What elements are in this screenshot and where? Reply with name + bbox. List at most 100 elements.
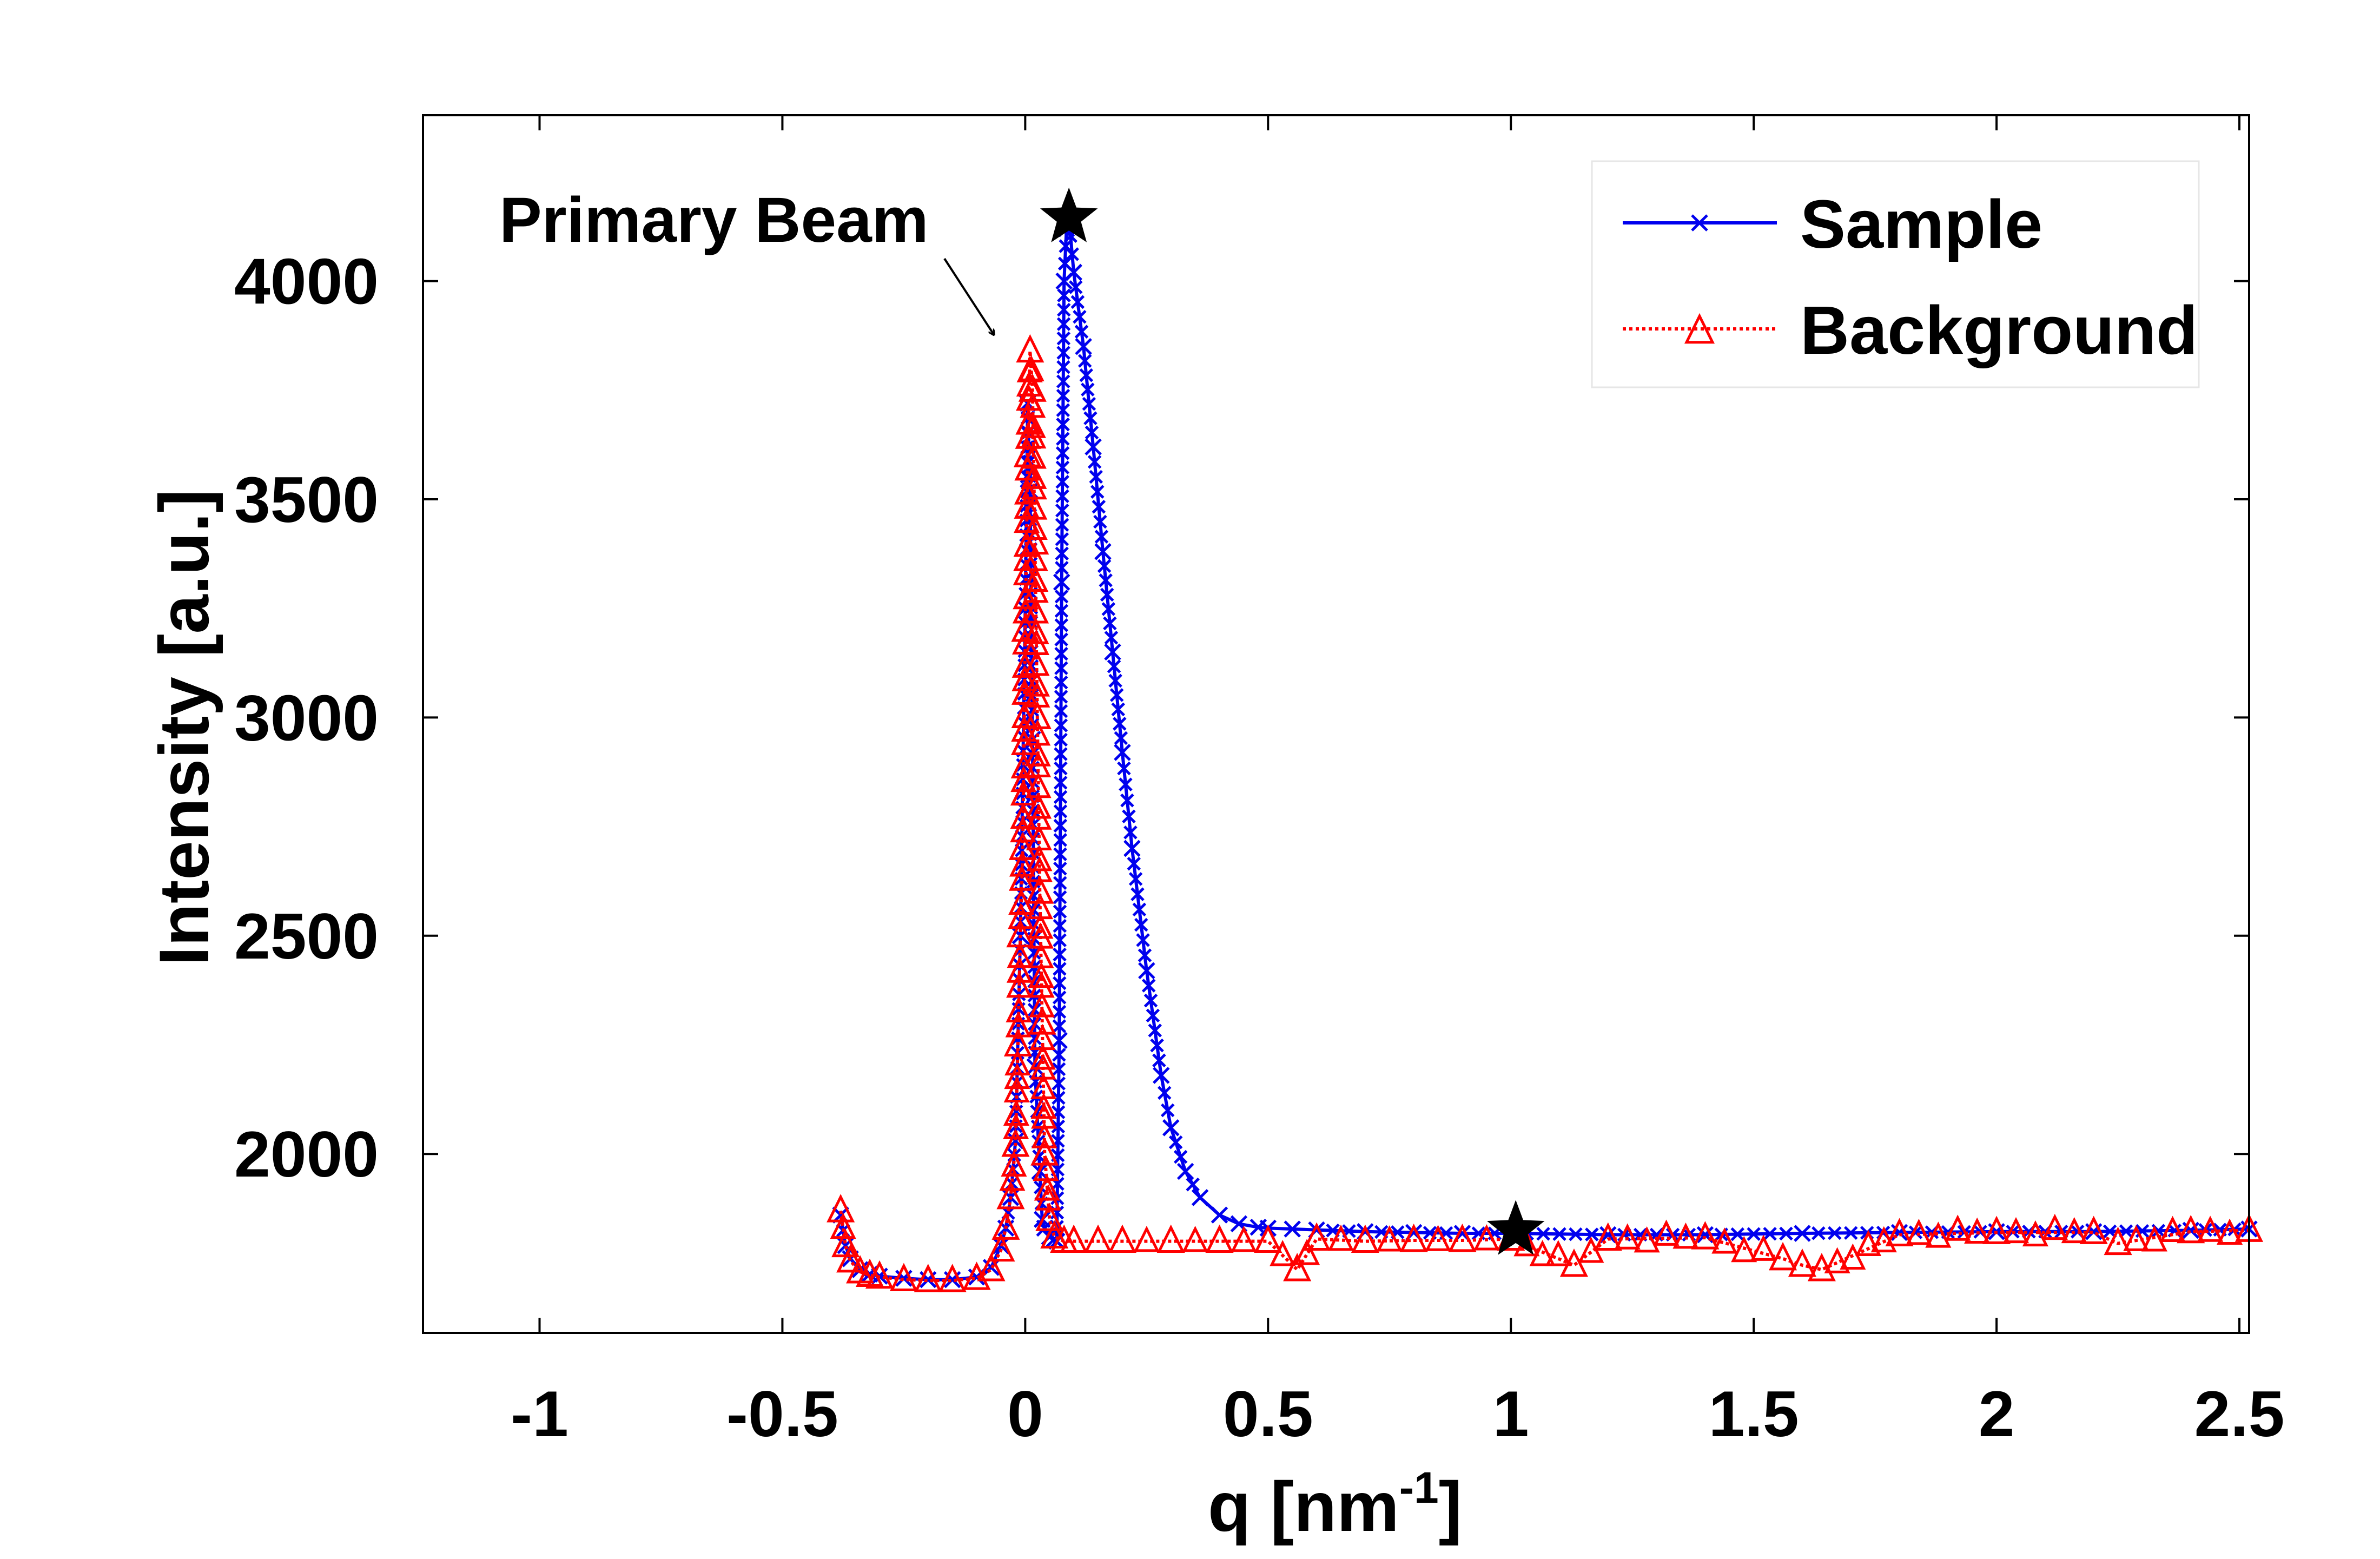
x-tick-label: -0.5: [726, 1378, 838, 1450]
marker-sample-point-b: [1730, 1227, 1745, 1241]
marker-sample-point-b: [1055, 546, 1069, 561]
marker-background-point: [1731, 1236, 1757, 1263]
marker-sample-point-b: [1152, 1053, 1166, 1068]
marker-background-point: [1711, 1227, 1738, 1254]
marker-sample-point-b: [1122, 809, 1136, 824]
marker-sample-point-b: [1130, 887, 1145, 901]
marker-sample-point-b: [1157, 1086, 1172, 1100]
marker-background-point: [1023, 701, 1052, 729]
marker-background-point: [1769, 1241, 1797, 1271]
marker-sample-point-b: [1077, 354, 1092, 368]
marker-sample-point-b: [1054, 632, 1068, 646]
marker-background-point: [1026, 875, 1054, 904]
marker-sample-point-b: [1056, 317, 1071, 331]
marker-background-point: [1021, 513, 1048, 540]
marker-sample-point-b: [1053, 790, 1068, 804]
marker-sample-point-b: [1014, 843, 1029, 857]
marker-sample-point-b: [1055, 503, 1069, 518]
marker-background-point: [1024, 740, 1051, 767]
marker-sample-point-b: [1082, 397, 1096, 411]
marker-sample-point-b: [1138, 962, 1155, 980]
marker-background-point: [1529, 1240, 1556, 1266]
marker-background-point: [2041, 1213, 2068, 1240]
marker-sample-point-b: [1374, 1225, 1389, 1239]
marker-sample-point-b: [1068, 280, 1083, 294]
marker-sample-point-b: [1054, 661, 1068, 675]
marker-background-point: [1003, 1076, 1030, 1103]
marker-background-point: [1001, 1128, 1030, 1157]
marker-sample-point-b: [1053, 861, 1067, 876]
marker-sample-point-b: [1052, 990, 1067, 1005]
marker-background-point: [987, 1233, 1015, 1262]
marker-background-point: [1006, 956, 1033, 983]
marker-sample-point-b: [1211, 1206, 1228, 1224]
marker-background-point: [999, 1164, 1026, 1191]
marker-background-point: [1027, 913, 1054, 939]
series-markers-background: [827, 334, 2264, 1292]
marker-sample-point-b: [1054, 718, 1068, 732]
marker-sample-point-b: [1051, 1119, 1066, 1134]
marker-sample-point-b: [1056, 302, 1071, 317]
marker-sample-point-b: [1055, 489, 1069, 503]
marker-sample-point-b: [1056, 432, 1070, 446]
marker-sample-point-b: [1552, 1227, 1566, 1241]
axes-frame: [422, 114, 2250, 1334]
marker-sample-point-b: [1054, 732, 1068, 747]
tick-labels: -1 -0.5 0 0.5 1 1.5 2 2.5 2000 2500 3000 3500 4000: [234, 246, 2284, 1450]
marker-sample-point-b: [1053, 833, 1067, 847]
marker-sample-point-b: [1176, 1162, 1194, 1180]
marker-background-point: [1006, 972, 1033, 998]
marker-background-point: [1028, 1006, 1056, 1035]
marker-sample-point-b: [1120, 793, 1134, 808]
marker-sample-point-b: [1284, 1220, 1301, 1238]
marker-background-point: [1026, 792, 1052, 819]
marker-background-point: [1023, 618, 1049, 644]
legend-label-background: Background: [1800, 292, 2198, 368]
marker-background-point: [1824, 1247, 1850, 1273]
legend-marker-triangle: [1684, 313, 1715, 344]
marker-background-point: [1840, 1243, 1866, 1270]
marker-background-point: [1030, 1137, 1059, 1166]
marker-background-point: [1425, 1225, 1451, 1251]
marker-sample-point-b: [1054, 704, 1068, 718]
marker-background-point: [1133, 1225, 1160, 1252]
marker-sample-point-b: [1056, 360, 1070, 374]
marker-sample-point-b: [1053, 776, 1068, 790]
marker-sample-point-b: [2070, 1225, 2085, 1239]
marker-sample-point-b: [1146, 1008, 1160, 1023]
marker-sample-point-b: [1074, 325, 1089, 339]
marker-sample-point-b: [1150, 1038, 1164, 1053]
marker-sample-point-b: [1081, 382, 1095, 397]
marker-sample-point-b: [1230, 1215, 1248, 1233]
marker-sample-point-b: [1828, 1226, 1842, 1240]
marker-sample-point-b: [1108, 673, 1122, 688]
marker-sample-point-b: [1057, 288, 1071, 302]
marker-sample-point-b: [1050, 1205, 1065, 1220]
marker-sample-point-b: [1053, 818, 1068, 833]
marker-background-point: [1653, 1219, 1680, 1246]
marker-background-point: [2197, 1216, 2224, 1242]
marker-sample-point-b: [1053, 919, 1067, 933]
marker-sample-point-b: [1065, 247, 1079, 261]
marker-background-point: [914, 1264, 942, 1292]
series-line-background: [839, 351, 2250, 1283]
marker-sample-point-b: [1097, 559, 1112, 573]
marker-background-point: [1011, 678, 1038, 705]
marker-background-point: [1634, 1226, 1660, 1253]
marker-sample-point-b: [1138, 948, 1152, 962]
marker-background-point: [1007, 941, 1033, 968]
marker-background-point: [1021, 463, 1047, 489]
marker-background-point: [1964, 1217, 1991, 1244]
marker-background-point: [1448, 1224, 1477, 1252]
star-marker: [1040, 187, 1098, 242]
x-axis-label-superscript: -1: [1399, 1463, 1439, 1512]
marker-background-point: [1691, 1221, 1720, 1250]
marker-background-point: [962, 1261, 991, 1290]
marker-background-point: [1376, 1225, 1403, 1252]
star-markers: [1040, 187, 1545, 1255]
marker-background-point: [2141, 1225, 2167, 1252]
marker-background-point: [1254, 1224, 1282, 1253]
marker-sample-point-b: [1114, 731, 1128, 745]
marker-sample-point-b: [1100, 587, 1114, 602]
